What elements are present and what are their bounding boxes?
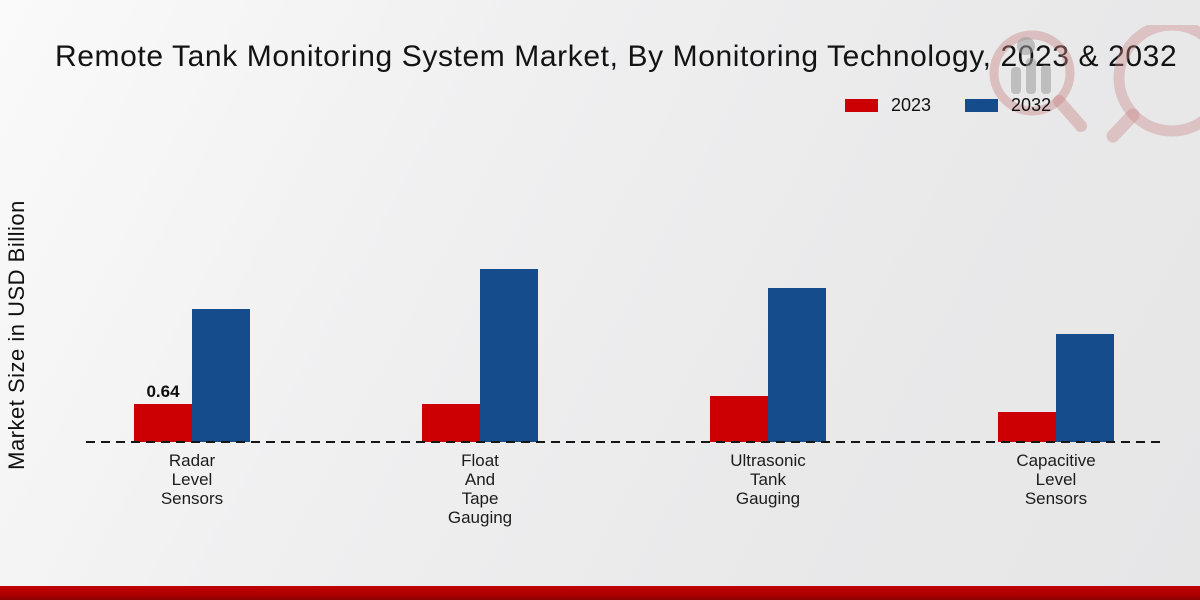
bar-2023-group1 — [134, 404, 192, 442]
bar-2023-group4 — [998, 412, 1056, 442]
legend-swatch-2032 — [965, 99, 999, 112]
legend: 2023 2032 — [845, 95, 1051, 116]
bar-2032-group4 — [1056, 334, 1114, 442]
category-label-group3: Ultrasonic Tank Gauging — [730, 451, 806, 508]
bar-2032-group3 — [768, 288, 826, 442]
bar-2032-group1 — [192, 309, 250, 442]
chart-title: Remote Tank Monitoring System Market, By… — [55, 40, 1178, 73]
category-label-group1: Radar Level Sensors — [160, 451, 224, 508]
legend-swatch-2023 — [845, 99, 878, 112]
bar-value-label: 0.64 — [146, 382, 180, 401]
x-axis-baseline — [86, 441, 1163, 443]
legend-label-2023: 2023 — [891, 95, 932, 115]
legend-label-2032: 2032 — [1011, 95, 1052, 115]
category-label-group2: Float And Tape Gauging — [447, 451, 513, 527]
bar-2023-group2 — [422, 404, 480, 442]
bar-2032-group2 — [480, 269, 538, 442]
footer-strip — [0, 586, 1200, 600]
category-label-group4: Capacitive Level Sensors — [1016, 451, 1096, 508]
bar-2023-group3 — [710, 396, 768, 442]
